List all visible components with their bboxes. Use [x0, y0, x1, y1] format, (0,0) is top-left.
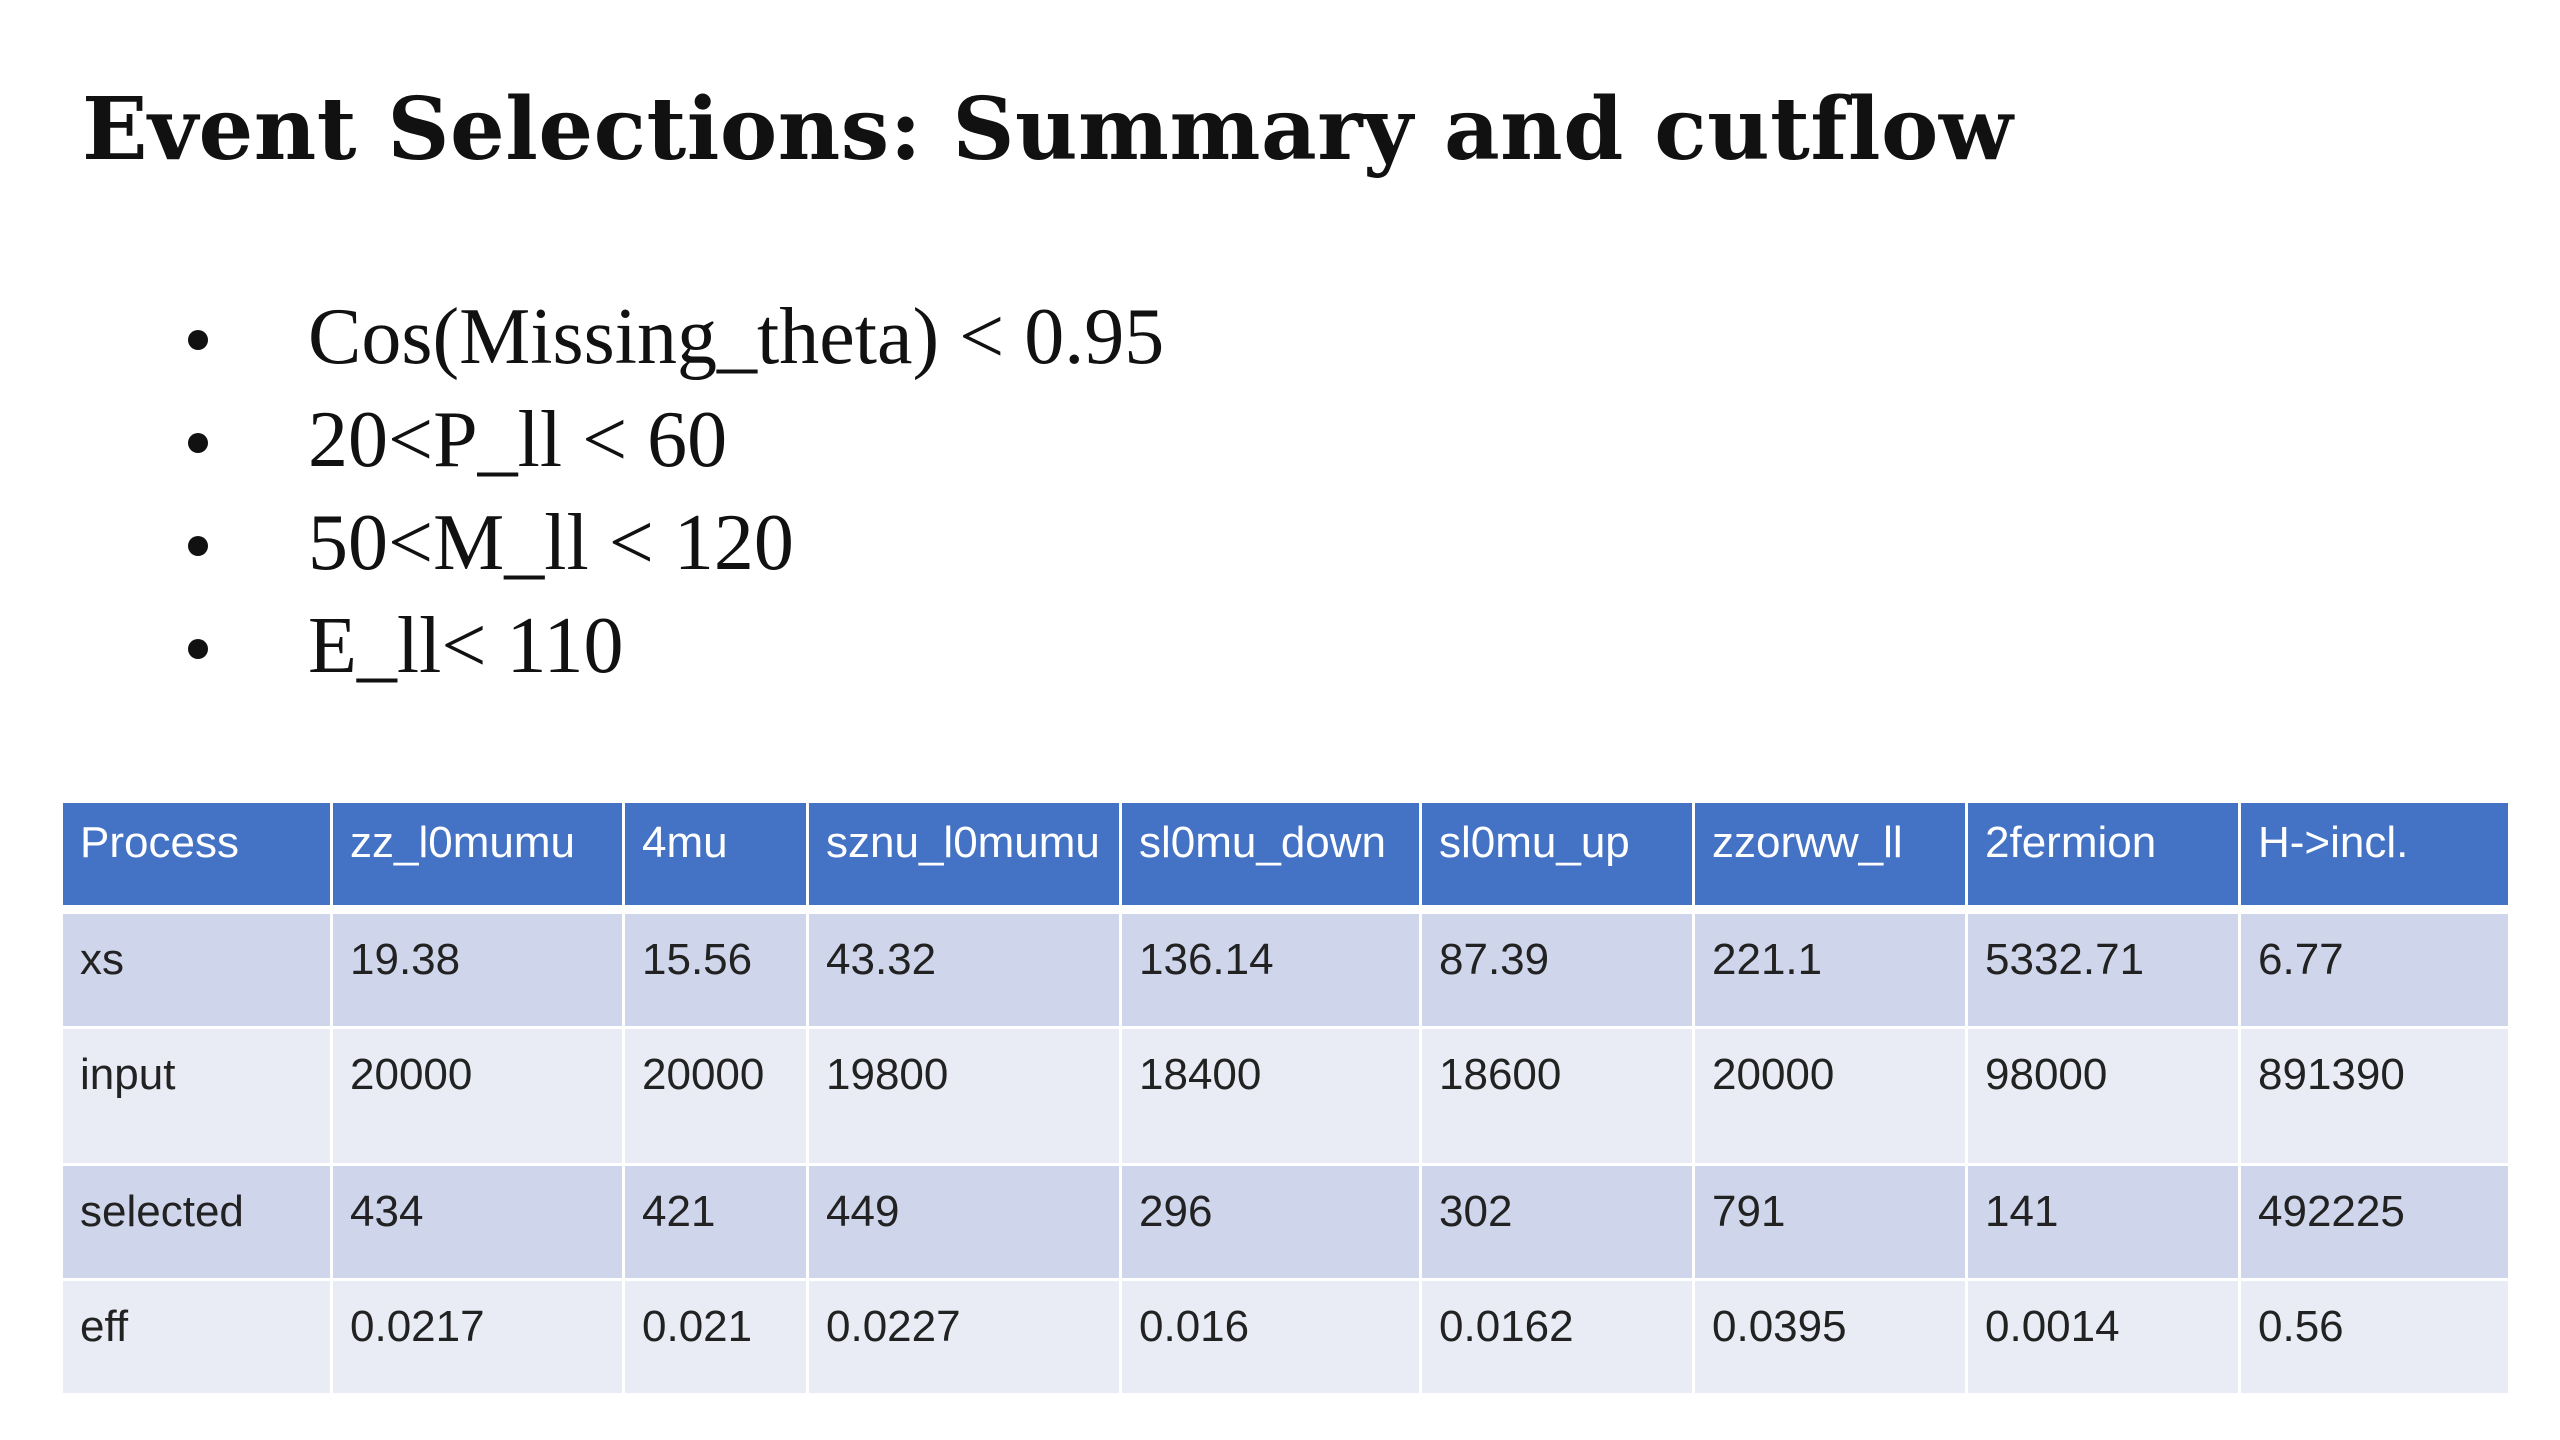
table-cell: selected: [60, 1163, 333, 1281]
table-cell: 492225: [2238, 1163, 2511, 1281]
table-cell: 0.016: [1119, 1278, 1422, 1396]
table-cell: 43.32: [806, 908, 1122, 1029]
table-cell: 296: [1119, 1163, 1422, 1281]
table-cell: 6.77: [2238, 908, 2511, 1029]
table-cell: eff: [60, 1278, 333, 1396]
bullet-text: E_ll< 110: [308, 602, 624, 690]
table-cell: 141: [1965, 1163, 2241, 1281]
table-header-row: Process zz_l0mumu 4mu sznu_l0mumu sl0mu_…: [60, 800, 2511, 914]
selection-cuts-list: Cos(Missing_theta) < 0.95 20<P_ll < 60 5…: [180, 286, 1164, 698]
table-cell: 0.0227: [806, 1278, 1122, 1396]
table-cell: 0.0217: [330, 1278, 625, 1396]
bullet-dot-icon: [188, 433, 208, 453]
header-cell: H->incl.: [2238, 800, 2511, 914]
table-row: eff 0.0217 0.021 0.0227 0.016 0.0162 0.0…: [60, 1278, 2511, 1396]
bullet-item: Cos(Missing_theta) < 0.95: [180, 286, 1164, 389]
table-cell: 19.38: [330, 908, 625, 1029]
table-row: input 20000 20000 19800 18400 18600 2000…: [60, 1026, 2511, 1166]
table-cell: 20000: [622, 1026, 809, 1166]
table-cell: 421: [622, 1163, 809, 1281]
table-cell: 136.14: [1119, 908, 1422, 1029]
table-cell: 18600: [1419, 1026, 1695, 1166]
table-cell: 15.56: [622, 908, 809, 1029]
header-cell: 4mu: [622, 800, 809, 914]
header-cell: sl0mu_down: [1119, 800, 1422, 914]
cutflow-table: Process zz_l0mumu 4mu sznu_l0mumu sl0mu_…: [60, 800, 2511, 1396]
table-cell: 0.0014: [1965, 1278, 2241, 1396]
table-cell: 19800: [806, 1026, 1122, 1166]
bullet-text: 50<M_ll < 120: [308, 499, 794, 587]
header-cell: sl0mu_up: [1419, 800, 1695, 914]
table-cell: 221.1: [1692, 908, 1968, 1029]
header-cell: zzorww_ll: [1692, 800, 1968, 914]
table-cell: 434: [330, 1163, 625, 1281]
table-cell: 0.0395: [1692, 1278, 1968, 1396]
slide-title: Event Selections: Summary and cutflow: [82, 79, 2014, 180]
header-cell: Process: [60, 800, 333, 914]
bullet-item: 20<P_ll < 60: [180, 389, 1164, 492]
table-cell: 87.39: [1419, 908, 1695, 1029]
table-cell: 791: [1692, 1163, 1968, 1281]
table-row: xs 19.38 15.56 43.32 136.14 87.39 221.1 …: [60, 908, 2511, 1029]
bullet-item: 50<M_ll < 120: [180, 492, 1164, 595]
table-cell: 0.021: [622, 1278, 809, 1396]
table-cell: 302: [1419, 1163, 1695, 1281]
bullet-text: 20<P_ll < 60: [308, 396, 728, 484]
table-cell: 98000: [1965, 1026, 2241, 1166]
table-cell: 891390: [2238, 1026, 2511, 1166]
table-cell: xs: [60, 908, 333, 1029]
header-cell: 2fermion: [1965, 800, 2241, 914]
bullet-text: Cos(Missing_theta) < 0.95: [308, 293, 1165, 381]
table-cell: 0.0162: [1419, 1278, 1695, 1396]
bullet-dot-icon: [188, 639, 208, 659]
table-row: selected 434 421 449 296 302 791 141 492…: [60, 1163, 2511, 1281]
table-cell: 20000: [1692, 1026, 1968, 1166]
table-cell: 0.56: [2238, 1278, 2511, 1396]
bullet-dot-icon: [188, 536, 208, 556]
table-cell: input: [60, 1026, 333, 1166]
table-cell: 449: [806, 1163, 1122, 1281]
table-cell: 20000: [330, 1026, 625, 1166]
table-cell: 5332.71: [1965, 908, 2241, 1029]
bullet-item: E_ll< 110: [180, 595, 1164, 698]
bullet-dot-icon: [188, 330, 208, 350]
header-cell: sznu_l0mumu: [806, 800, 1122, 914]
header-cell: zz_l0mumu: [330, 800, 625, 914]
table-cell: 18400: [1119, 1026, 1422, 1166]
